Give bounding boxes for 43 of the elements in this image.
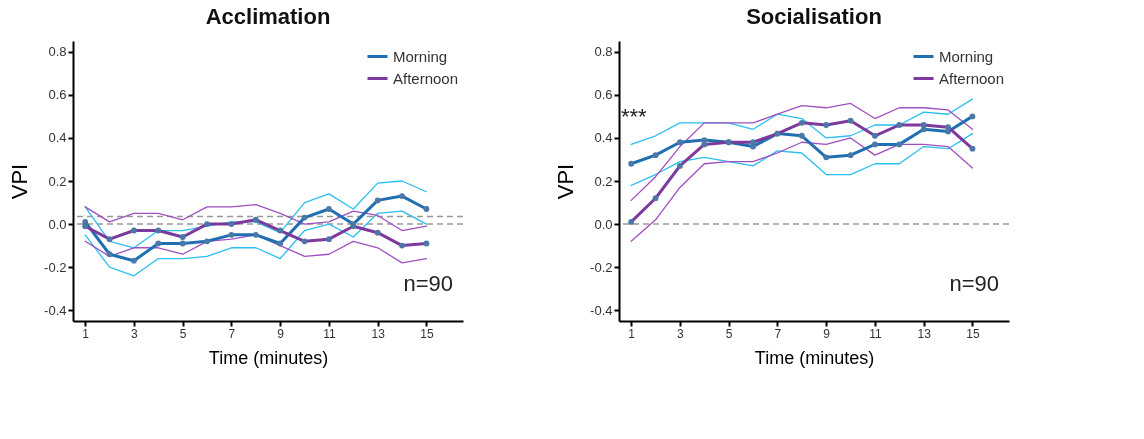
y-tick-label: -0.2 xyxy=(590,259,613,275)
annotation: n=90 xyxy=(949,271,999,296)
y-tick-label: 0.2 xyxy=(48,173,67,189)
y-tick-label: 0.4 xyxy=(594,130,613,146)
x-tick-label: 15 xyxy=(966,326,980,341)
x-tick-label: 11 xyxy=(323,326,336,341)
x-tick-label: 5 xyxy=(725,326,733,341)
x-tick-label: 11 xyxy=(869,326,882,341)
chart-title: Socialisation xyxy=(746,4,882,29)
x-tick-label: 15 xyxy=(420,326,434,341)
y-tick-label: -0.4 xyxy=(44,302,67,318)
x-tick-label: 1 xyxy=(628,326,636,341)
y-tick-label: 0.2 xyxy=(594,173,613,189)
y-tick-label: 0.4 xyxy=(48,130,67,146)
x-tick-label: 13 xyxy=(371,326,386,341)
y-axis-title: VPI xyxy=(553,163,579,200)
legend-label: Morning xyxy=(393,47,448,65)
x-tick-label: 13 xyxy=(917,326,932,341)
y-tick-label: 0.0 xyxy=(594,216,613,232)
legend-label: Afternoon xyxy=(393,69,459,87)
x-axis-title: Time (minutes) xyxy=(754,347,875,368)
y-tick-label: -0.4 xyxy=(590,302,613,318)
y-tick-label: 0.6 xyxy=(48,87,67,103)
y-axis-title: VPI xyxy=(7,163,33,200)
x-tick-label: 3 xyxy=(131,326,139,341)
x-axis-title: Time (minutes) xyxy=(208,347,329,368)
legend-label: Afternoon xyxy=(939,69,1005,87)
annotation: n=90 xyxy=(403,271,453,296)
annotation: *** xyxy=(621,103,648,129)
y-tick-label: 0.6 xyxy=(594,87,613,103)
x-tick-label: 7 xyxy=(228,326,236,341)
x-tick-label: 1 xyxy=(82,326,90,341)
x-tick-label: 7 xyxy=(774,326,782,341)
y-tick-label: 0.0 xyxy=(48,216,67,232)
x-tick-label: 3 xyxy=(677,326,685,341)
legend-label: Morning xyxy=(939,47,994,65)
y-tick-label: -0.2 xyxy=(44,259,67,275)
y-tick-label: 0.8 xyxy=(594,44,613,60)
x-tick-label: 5 xyxy=(179,326,187,341)
x-tick-label: 9 xyxy=(823,326,831,341)
chart-title: Acclimation xyxy=(205,4,331,29)
y-tick-label: 0.8 xyxy=(48,44,67,60)
x-tick-label: 9 xyxy=(277,326,285,341)
